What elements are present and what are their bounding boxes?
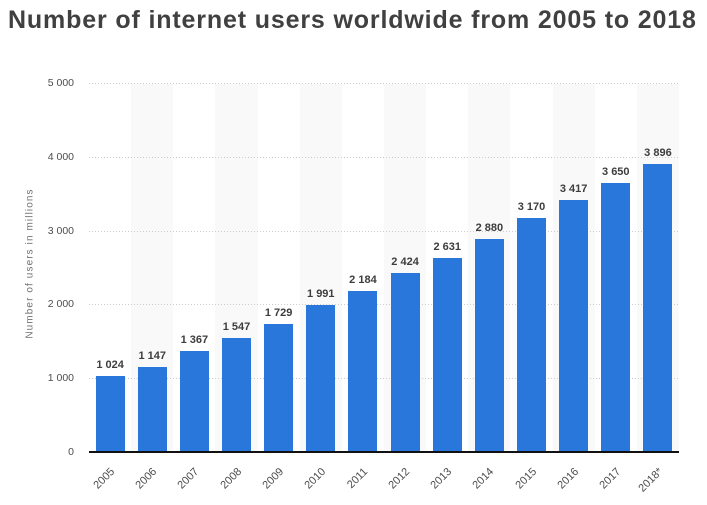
bar-value-label: 2 631 bbox=[433, 240, 461, 253]
bar-value-label: 1 729 bbox=[264, 307, 293, 320]
bar-2008 bbox=[222, 337, 251, 452]
x-label-2012: 2012 bbox=[386, 465, 413, 492]
gridline bbox=[89, 304, 679, 306]
bar-value-label: 2 880 bbox=[475, 222, 504, 235]
bar-value-label: 1 991 bbox=[307, 288, 335, 301]
bar-2006 bbox=[137, 367, 167, 452]
bar-2010 bbox=[306, 305, 336, 452]
bar-2017 bbox=[601, 182, 631, 452]
bar-value-label: 3 417 bbox=[559, 182, 588, 195]
bar-value-label: 1 147 bbox=[138, 350, 166, 363]
bar-value-label: 1 024 bbox=[96, 359, 124, 372]
gridline bbox=[89, 83, 679, 84]
x-label-2010: 2010 bbox=[302, 465, 329, 492]
bar-2007 bbox=[179, 351, 209, 452]
gridline bbox=[89, 378, 679, 380]
gridline bbox=[89, 230, 679, 232]
bar-2013 bbox=[432, 257, 462, 452]
bar-2014 bbox=[474, 239, 504, 452]
bar-value-label: 1 547 bbox=[222, 320, 251, 333]
bar-value-label: 1 367 bbox=[180, 334, 209, 347]
bar-value-label: 3 896 bbox=[644, 147, 672, 160]
gridline bbox=[89, 156, 679, 158]
y-tick-label: 3 000 bbox=[47, 224, 74, 237]
x-label-2017: 2017 bbox=[597, 465, 624, 492]
x-label-2005: 2005 bbox=[91, 465, 118, 492]
y-tick-label: 2 000 bbox=[47, 298, 74, 311]
bar-2005 bbox=[95, 376, 125, 452]
x-label-2018*: 2018* bbox=[636, 465, 666, 495]
x-label-2014: 2014 bbox=[470, 465, 497, 492]
x-label-2006: 2006 bbox=[133, 465, 160, 492]
y-tick-label: 1 000 bbox=[47, 372, 74, 385]
x-label-2013: 2013 bbox=[428, 465, 455, 492]
x-label-2015: 2015 bbox=[512, 465, 539, 492]
y-tick-label: 0 bbox=[68, 446, 74, 458]
bar-2012 bbox=[390, 273, 420, 452]
y-tick-label: 5 000 bbox=[47, 77, 74, 89]
bar-value-label: 2 424 bbox=[391, 256, 419, 269]
bar-value-label: 3 170 bbox=[517, 201, 546, 214]
y-tick-label: 4 000 bbox=[47, 150, 74, 163]
x-label-2011: 2011 bbox=[344, 465, 371, 491]
chart-title: Number of internet users worldwide from … bbox=[8, 6, 697, 34]
x-label-2007: 2007 bbox=[175, 465, 202, 492]
bar-2009 bbox=[264, 324, 294, 452]
bar-2011 bbox=[348, 290, 378, 452]
x-axis-line bbox=[89, 451, 679, 453]
bar-2018* bbox=[643, 164, 673, 452]
bar-value-label: 3 650 bbox=[602, 165, 630, 178]
bar-2015 bbox=[517, 218, 546, 452]
plot-area: 1 024 1 147 1 367 1 547 1 729 1 991 2 184 2 424… bbox=[89, 83, 679, 453]
bar-2016 bbox=[559, 199, 589, 452]
bar-value-label: 2 184 bbox=[349, 273, 377, 286]
x-label-2008: 2008 bbox=[217, 465, 244, 492]
